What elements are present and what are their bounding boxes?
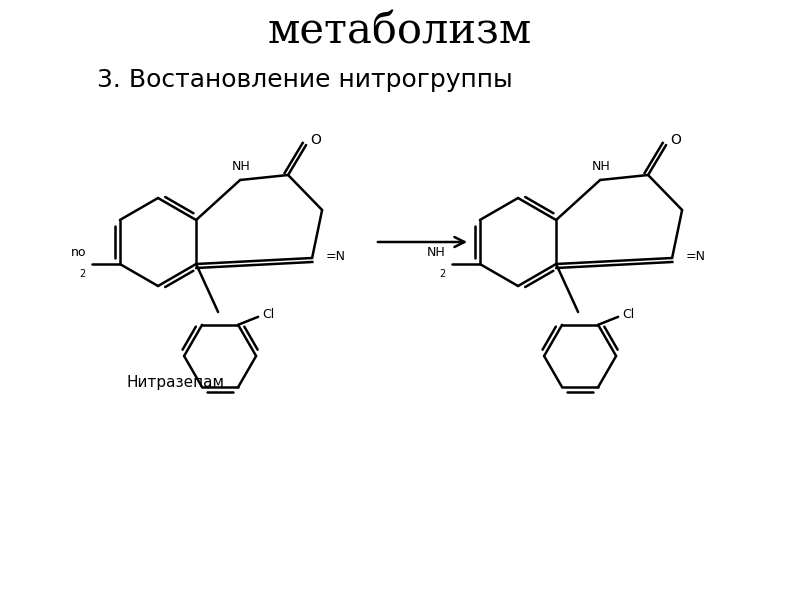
Text: 2: 2 [440,269,446,279]
Text: 2: 2 [80,269,86,279]
Text: NH: NH [427,246,446,259]
Text: метаболизм: метаболизм [268,11,532,53]
Text: no: no [70,246,86,259]
Text: 3. Востановление нитрогруппы: 3. Востановление нитрогруппы [97,68,513,92]
Text: NH: NH [592,160,610,173]
Text: Cl: Cl [262,308,274,322]
Text: NH: NH [232,160,250,173]
Text: O: O [670,133,682,147]
Text: Cl: Cl [622,308,634,322]
Text: O: O [310,133,322,147]
Text: =N: =N [326,250,346,263]
Text: =N: =N [686,250,706,263]
Text: Нитразепам: Нитразепам [126,374,224,389]
